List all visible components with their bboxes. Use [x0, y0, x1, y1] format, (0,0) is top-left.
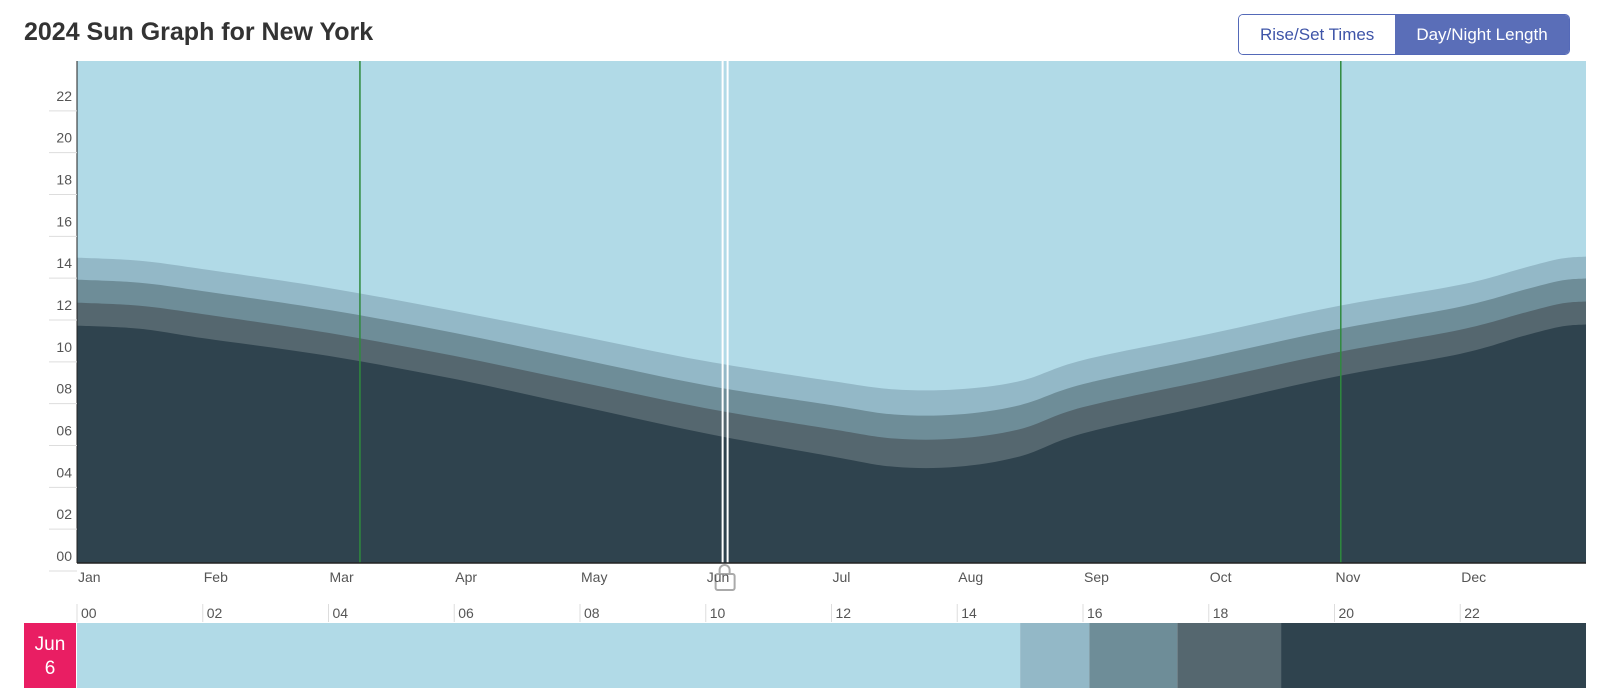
lock-icon-body[interactable]: [714, 573, 736, 591]
x-tick-label: Feb: [204, 569, 228, 585]
selected-date-badge: Jun 6: [24, 623, 76, 688]
x-tick-label: Aug: [958, 569, 983, 585]
x-tick-label: Nov: [1336, 569, 1361, 585]
y-tick-label: 08: [56, 381, 72, 397]
y-tick-label: 06: [56, 423, 72, 439]
day-strip-tick-label: 00: [81, 605, 97, 621]
day-strip-tick-label: 04: [333, 605, 349, 621]
day-strip-tick-label: 12: [836, 605, 852, 621]
view-toggle: Rise/Set Times Day/Night Length: [1238, 14, 1570, 55]
y-tick-label: 00: [56, 548, 72, 564]
x-tick-label: Oct: [1210, 569, 1232, 585]
y-tick-label: 22: [56, 88, 72, 104]
day-strip-tick-label: 08: [584, 605, 600, 621]
night-area: [77, 324, 1586, 563]
day-strip-nautical_twilight: [1089, 623, 1178, 688]
day-strip-night: [1281, 623, 1586, 688]
x-tick-label: Mar: [330, 569, 354, 585]
y-tick-label: 16: [56, 213, 72, 229]
day-strip-tick-label: 02: [207, 605, 223, 621]
lock-icon[interactable]: [718, 564, 731, 574]
y-tick-label: 02: [56, 506, 72, 522]
selected-date-month: Jun: [34, 634, 66, 655]
day-strip-tick-label: 10: [710, 605, 726, 621]
day-strip-tick-label: 20: [1339, 605, 1355, 621]
x-tick-label: Dec: [1461, 569, 1486, 585]
x-tick-label: May: [581, 569, 607, 585]
day-strip-tick-label: 14: [961, 605, 977, 621]
day-strip-tick-label: 06: [458, 605, 474, 621]
y-tick-label: 10: [56, 339, 72, 355]
day-strip-civil_twilight: [1020, 623, 1090, 688]
rise-set-times-button[interactable]: Rise/Set Times: [1239, 15, 1396, 54]
x-tick-label: Sep: [1084, 569, 1109, 585]
day-strip-tick-label: 18: [1213, 605, 1229, 621]
day-night-length-button[interactable]: Day/Night Length: [1395, 15, 1569, 54]
y-tick-label: 04: [56, 464, 72, 480]
x-tick-label: Apr: [455, 569, 477, 585]
x-tick-label: Jul: [833, 569, 851, 585]
x-tick-label: Jan: [78, 569, 101, 585]
page-title: 2024 Sun Graph for New York: [24, 18, 374, 46]
y-tick-label: 18: [56, 172, 72, 188]
day-strip-astronomical_twilight: [1177, 623, 1282, 688]
day-strip-tick-label: 16: [1087, 605, 1103, 621]
y-tick-label: 20: [56, 130, 72, 146]
x-tick-label: Jun: [707, 569, 730, 585]
selected-date-day: 6: [44, 658, 56, 679]
y-tick-label: 12: [56, 297, 72, 313]
day-strip-tick-label: 22: [1464, 605, 1480, 621]
day-strip-day: [77, 623, 1021, 688]
y-tick-label: 14: [56, 255, 72, 271]
